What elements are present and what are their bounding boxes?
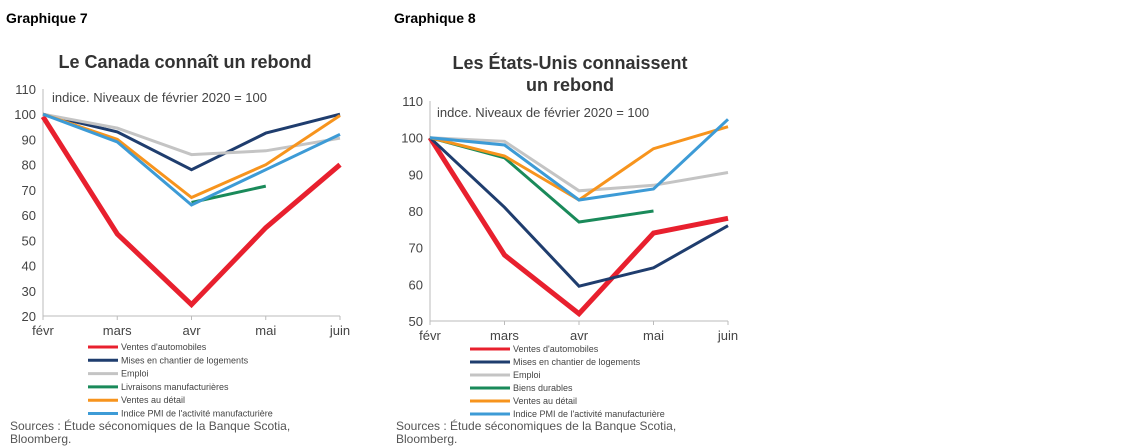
- y-tick-label: 100: [14, 107, 36, 122]
- legend-label: Emploi: [121, 369, 149, 379]
- series-line-1: [428, 136, 729, 288]
- series-line-4: [42, 112, 341, 200]
- legend-label: Ventes d'automobiles: [121, 342, 207, 352]
- chart-subtitle: indice. Niveaux de février 2020 = 100: [52, 90, 267, 105]
- chart8-header: Graphique 8: [394, 10, 476, 26]
- chart7-header: Graphique 7: [6, 10, 88, 26]
- x-tick-label: avr: [570, 328, 589, 343]
- y-tick-label: 80: [22, 158, 36, 173]
- x-tick-label: mai: [255, 323, 276, 338]
- chart8-title: Les États-Unis connaissent un rebond: [452, 53, 688, 95]
- series-line-1: [42, 112, 341, 172]
- y-tick-label: 100: [401, 131, 423, 146]
- legend-label: Ventes d'automobiles: [513, 344, 599, 354]
- legend-label: Indice PMI de l'activité manufacturière: [513, 409, 665, 419]
- y-tick-label: 30: [22, 284, 36, 299]
- x-tick-label: mai: [643, 328, 664, 343]
- legend-label: Livraisons manufacturières: [121, 382, 229, 392]
- y-tick-label: 70: [22, 183, 36, 198]
- x-tick-label: avr: [182, 323, 201, 338]
- x-tick-label: févr: [32, 323, 54, 338]
- y-tick-label: 60: [22, 208, 36, 223]
- chart7-source: Sources : Étude séconomiques de la Banqu…: [10, 419, 291, 446]
- chart7-title: Le Canada connaît un rebond: [58, 52, 312, 72]
- x-tick-label: juin: [717, 328, 738, 343]
- series-line-2: [429, 136, 729, 193]
- y-tick-label: 20: [22, 309, 36, 324]
- y-tick-label: 50: [409, 314, 423, 329]
- series-line-0: [40, 115, 342, 309]
- y-tick-label: 40: [22, 259, 36, 274]
- x-tick-label: févr: [419, 328, 441, 343]
- y-tick-label: 50: [22, 233, 36, 248]
- y-tick-label: 110: [402, 94, 423, 109]
- x-tick-label: juin: [329, 323, 350, 338]
- series-line-2: [42, 112, 341, 157]
- x-tick-label: mars: [490, 328, 519, 343]
- y-tick-label: 70: [409, 241, 423, 256]
- y-tick-label: 90: [409, 167, 423, 182]
- legend-label: Mises en chantier de logements: [121, 355, 249, 365]
- legend-label: Biens durables: [513, 383, 573, 393]
- legend-label: Emploi: [513, 370, 541, 380]
- series-line-3: [429, 136, 654, 224]
- y-tick-label: 60: [409, 277, 423, 292]
- chart-subtitle: indce. Niveaux de février 2020 = 100: [437, 105, 649, 120]
- y-tick-label: 90: [22, 132, 36, 147]
- series-line-0: [427, 136, 729, 318]
- series-line-5: [42, 112, 341, 207]
- legend-label: Ventes au détail: [513, 396, 577, 406]
- legend-label: Mises en chantier de logements: [513, 357, 641, 367]
- y-tick-label: 80: [409, 204, 423, 219]
- x-tick-label: mars: [103, 323, 132, 338]
- legend-label: Indice PMI de l'activité manufacturière: [121, 409, 273, 419]
- series-line-5: [429, 118, 730, 202]
- y-tick-label: 110: [15, 82, 36, 97]
- legend-label: Ventes au détail: [121, 395, 185, 405]
- chart8-source: Sources : Étude séconomiques de la Banqu…: [396, 419, 677, 446]
